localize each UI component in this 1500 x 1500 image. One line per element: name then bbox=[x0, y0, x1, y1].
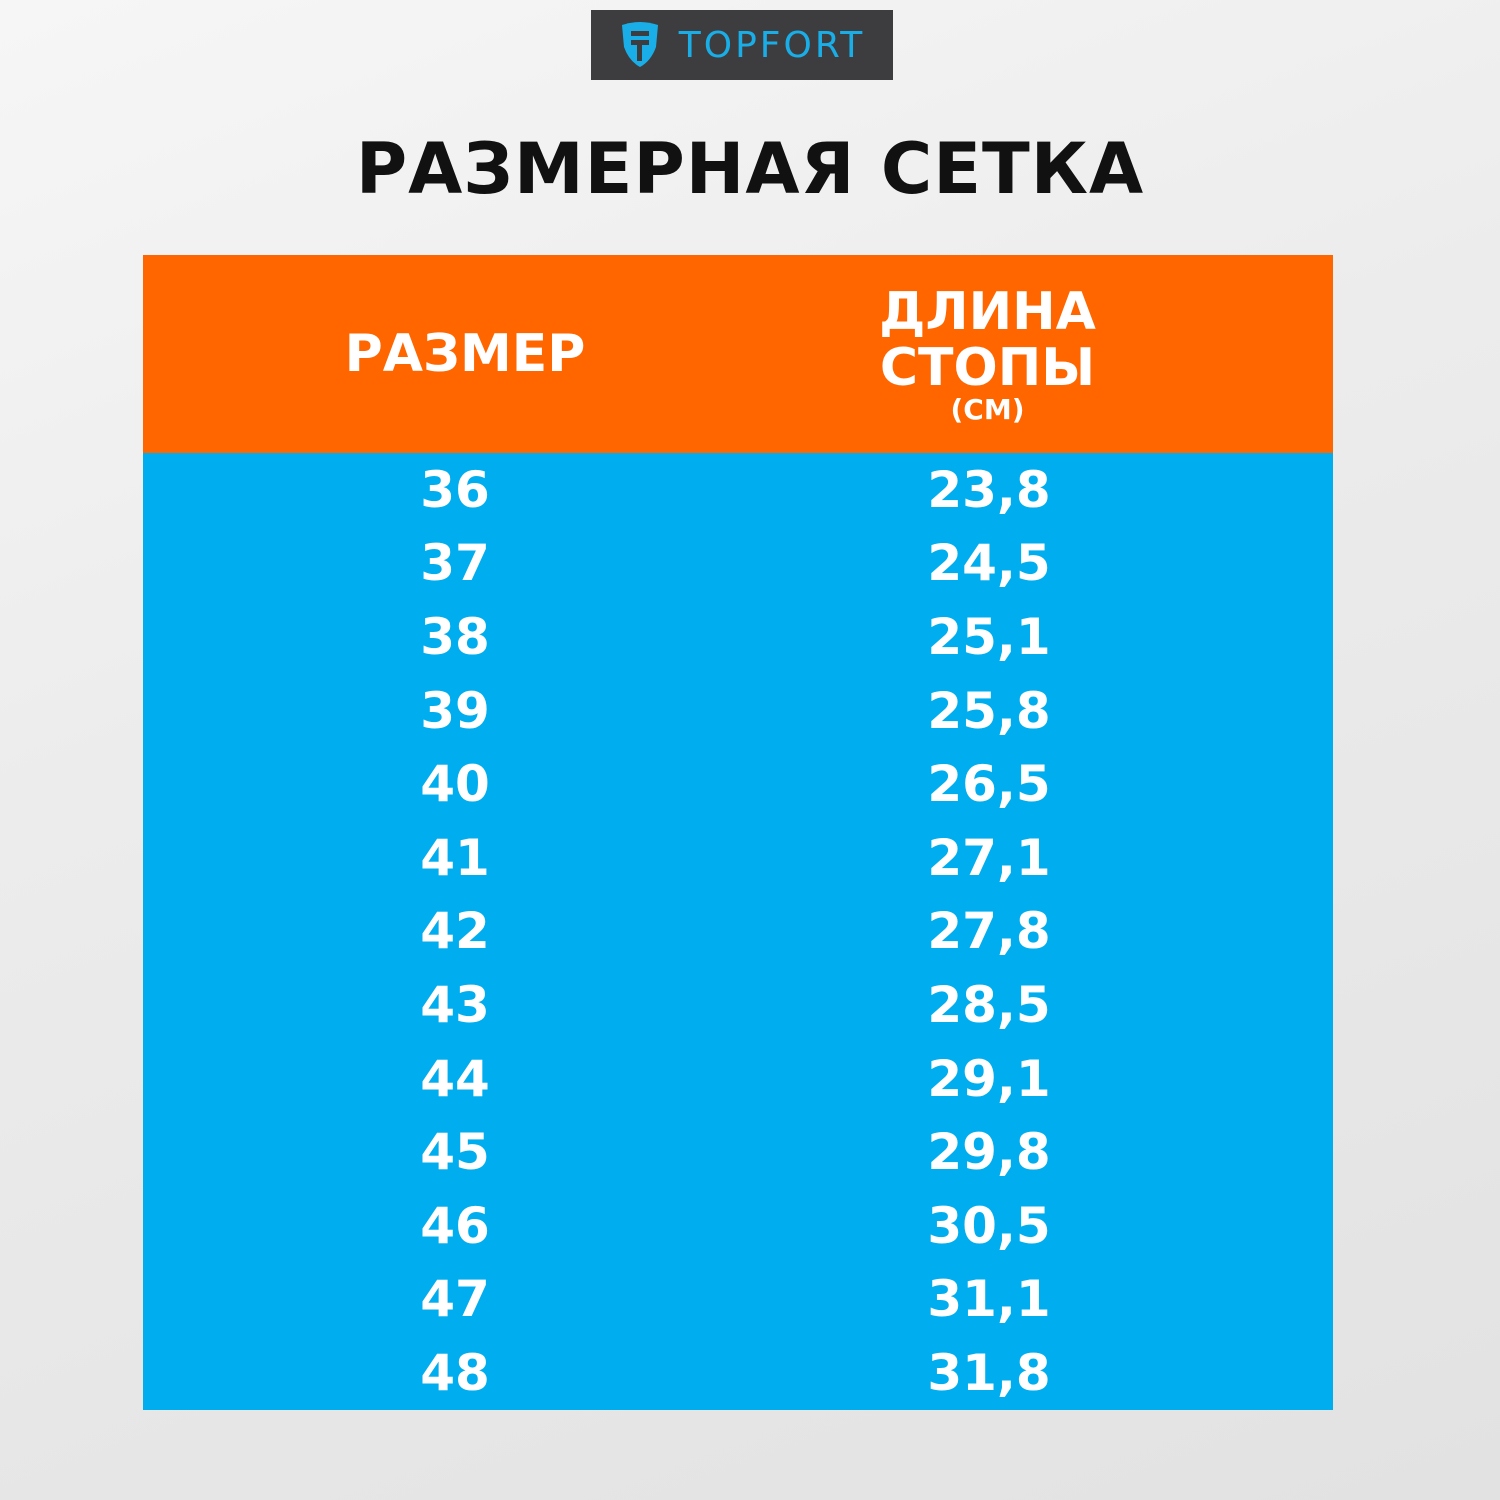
table-row: 42 27,8 bbox=[143, 895, 1333, 969]
size-cell: 40 bbox=[420, 755, 490, 814]
length-cell: 31,1 bbox=[927, 1270, 1051, 1329]
table-row: 44 29,1 bbox=[143, 1042, 1333, 1116]
table-row: 36 23,8 bbox=[143, 453, 1333, 527]
table-row: 48 31,8 bbox=[143, 1336, 1333, 1410]
length-cell: 29,1 bbox=[927, 1049, 1051, 1108]
length-cell: 28,5 bbox=[927, 975, 1051, 1034]
size-cell: 37 bbox=[420, 534, 490, 593]
header-length-unit: (СМ) bbox=[950, 393, 1025, 426]
length-cell: 27,1 bbox=[927, 828, 1051, 887]
brand-logo: TOPFORT bbox=[591, 10, 893, 80]
table-row: 40 26,5 bbox=[143, 747, 1333, 821]
size-cell: 36 bbox=[420, 460, 490, 519]
size-cell: 47 bbox=[420, 1270, 490, 1329]
header-length-line1: ДЛИНА bbox=[879, 282, 1096, 342]
table-header: РАЗМЕР ДЛИНА СТОПЫ (СМ) bbox=[143, 255, 1333, 453]
length-cell: 26,5 bbox=[927, 755, 1051, 814]
length-cell: 30,5 bbox=[927, 1196, 1051, 1255]
table-row: 38 25,1 bbox=[143, 600, 1333, 674]
size-cell: 39 bbox=[420, 681, 490, 740]
size-table: РАЗМЕР ДЛИНА СТОПЫ (СМ) 36 23,8 37 24,5 38 25… bbox=[143, 255, 1333, 1410]
header-length-line2: СТОПЫ bbox=[879, 338, 1096, 398]
table-body: 36 23,8 37 24,5 38 25,1 39 25,8 40 26,5 41 27,1 42 27… bbox=[143, 453, 1333, 1410]
table-row: 46 30,5 bbox=[143, 1189, 1333, 1263]
table-row: 39 25,8 bbox=[143, 674, 1333, 748]
table-row: 41 27,1 bbox=[143, 821, 1333, 895]
length-cell: 31,8 bbox=[927, 1343, 1051, 1402]
size-cell: 46 bbox=[420, 1196, 490, 1255]
size-cell: 42 bbox=[420, 902, 490, 961]
table-row: 47 31,1 bbox=[143, 1263, 1333, 1337]
length-cell: 25,8 bbox=[927, 681, 1051, 740]
table-row: 37 24,5 bbox=[143, 527, 1333, 601]
length-cell: 27,8 bbox=[927, 902, 1051, 961]
brand-name: TOPFORT bbox=[678, 24, 866, 66]
size-cell: 43 bbox=[420, 975, 490, 1034]
shield-logo-icon bbox=[621, 22, 658, 67]
length-cell: 25,1 bbox=[927, 607, 1051, 666]
length-cell: 23,8 bbox=[927, 460, 1051, 519]
table-row: 45 29,8 bbox=[143, 1115, 1333, 1189]
size-cell: 44 bbox=[420, 1049, 490, 1108]
length-cell: 29,8 bbox=[927, 1123, 1051, 1182]
table-row: 43 28,5 bbox=[143, 968, 1333, 1042]
size-cell: 45 bbox=[420, 1123, 490, 1182]
header-size: РАЗМЕР bbox=[344, 324, 586, 384]
size-cell: 38 bbox=[420, 607, 490, 666]
size-cell: 41 bbox=[420, 828, 490, 887]
header-foot-length: ДЛИНА СТОПЫ (СМ) bbox=[642, 255, 1333, 453]
page-title: РАЗМЕРНАЯ СЕТКА bbox=[355, 128, 1145, 210]
size-cell: 48 bbox=[420, 1343, 490, 1402]
length-cell: 24,5 bbox=[927, 534, 1051, 593]
